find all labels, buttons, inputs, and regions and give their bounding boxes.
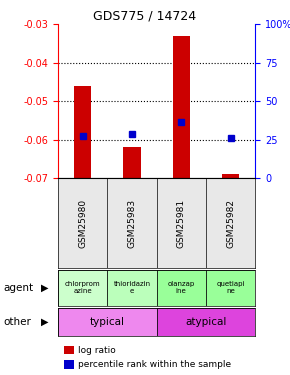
Text: GSM25981: GSM25981: [177, 199, 186, 248]
Text: GSM25982: GSM25982: [226, 199, 235, 248]
Text: agent: agent: [3, 283, 33, 293]
Text: chlorprom
azine: chlorprom azine: [65, 281, 100, 294]
Bar: [58, 308, 157, 336]
Text: GSM25983: GSM25983: [127, 199, 137, 248]
Text: ▶: ▶: [41, 316, 49, 327]
Bar: [157, 270, 206, 306]
Text: log ratio: log ratio: [78, 346, 116, 355]
Bar: [157, 308, 255, 336]
Bar: [74, 86, 91, 178]
Text: GSM25980: GSM25980: [78, 199, 87, 248]
Bar: [173, 36, 190, 178]
Text: quetiapi
ne: quetiapi ne: [216, 281, 245, 294]
Text: percentile rank within the sample: percentile rank within the sample: [78, 360, 231, 369]
Bar: [222, 174, 239, 178]
Bar: [206, 270, 255, 306]
Text: thioridazin
e: thioridazin e: [113, 281, 151, 294]
Text: other: other: [3, 316, 31, 327]
Text: olanzap
ine: olanzap ine: [168, 281, 195, 294]
Text: GDS775 / 14724: GDS775 / 14724: [93, 9, 197, 22]
Bar: [107, 270, 157, 306]
Text: ▶: ▶: [41, 283, 49, 293]
Text: atypical: atypical: [185, 316, 226, 327]
Text: typical: typical: [90, 316, 125, 327]
Bar: [58, 270, 107, 306]
Bar: [123, 147, 141, 178]
